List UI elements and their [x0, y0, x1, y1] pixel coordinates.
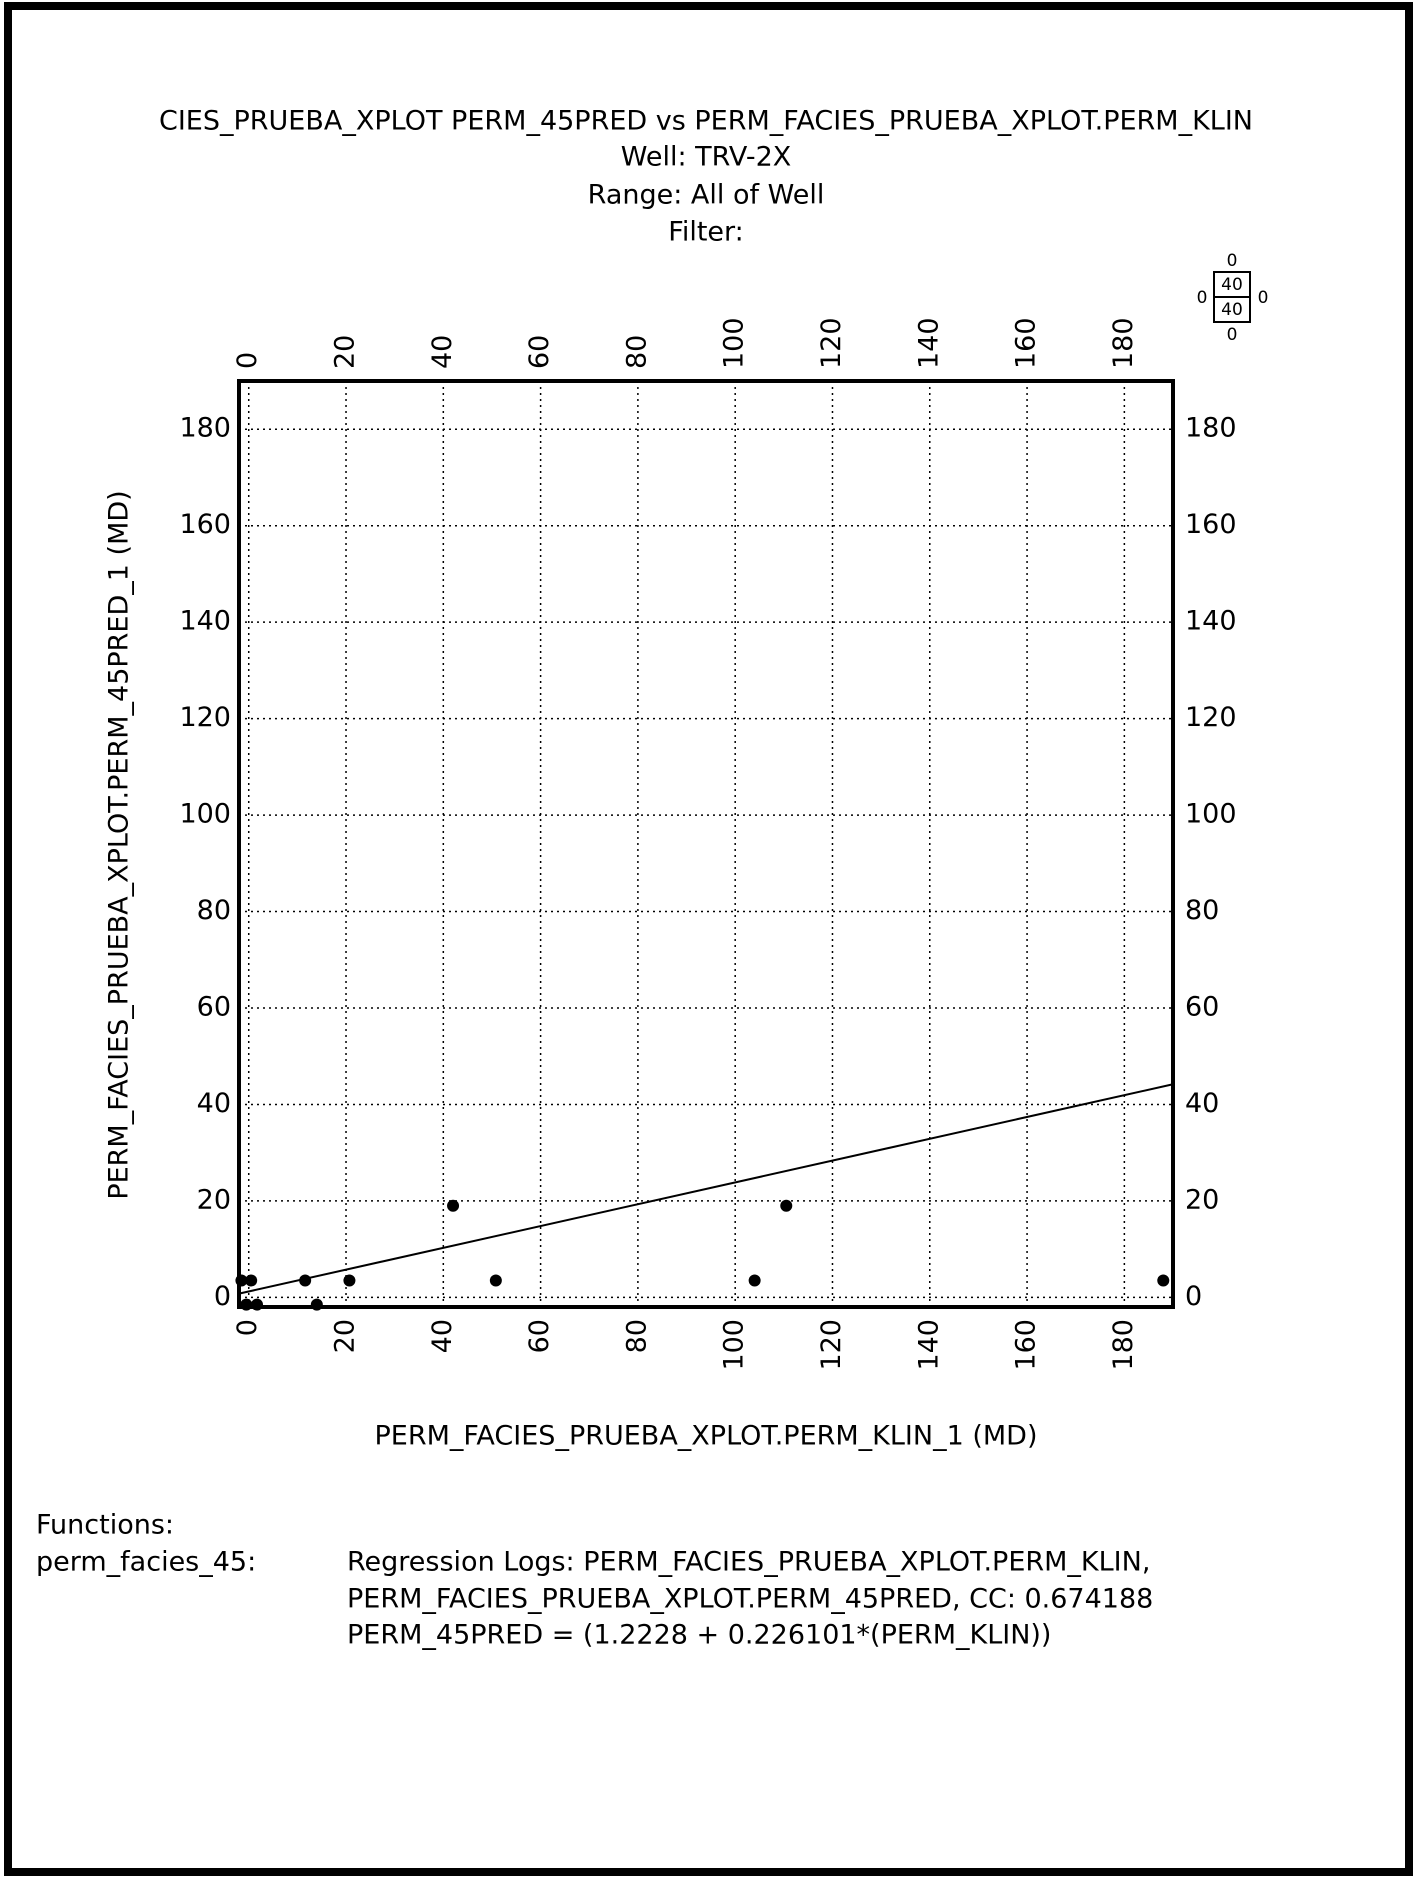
icon-label: 0	[1258, 288, 1269, 308]
function-line: Regression Logs: PERM_FACIES_PRUEBA_XPLO…	[347, 1547, 1150, 1578]
y2-tick-label: 20	[1185, 1184, 1219, 1215]
icon-label: 0	[1197, 288, 1208, 308]
function-line: PERM_45PRED = (1.2228 + 0.226101*(PERM_K…	[347, 1620, 1051, 1651]
y2-tick-label: 160	[1185, 509, 1237, 540]
x2-tick-label: 20	[330, 335, 361, 369]
x2-tick-label: 100	[719, 317, 750, 369]
y2-tick-label: 0	[1185, 1281, 1202, 1312]
y-tick-label: 40	[197, 1088, 231, 1119]
point	[1157, 1274, 1170, 1287]
point	[489, 1274, 502, 1287]
x2-tick-label: 140	[913, 317, 944, 369]
function-name: perm_facies_45:	[36, 1547, 256, 1578]
y2-tick-label: 60	[1185, 991, 1219, 1022]
y-tick-label: 160	[179, 509, 231, 540]
x-tick-label: 100	[719, 1319, 750, 1371]
x-tick-label: 180	[1108, 1319, 1139, 1371]
x2-tick-label: 160	[1011, 317, 1042, 369]
y-tick-label: 20	[197, 1184, 231, 1215]
y-tick-label: 100	[179, 799, 231, 830]
y2-tick-label: 180	[1185, 413, 1237, 444]
icon-label: 40	[1221, 275, 1243, 295]
x-tick-label: 0	[232, 1319, 263, 1336]
icon-label: 0	[1227, 325, 1238, 345]
point	[235, 1274, 248, 1287]
x2-tick-label: 120	[816, 317, 847, 369]
x2-tick-label: 40	[427, 335, 458, 369]
y-tick-label: 60	[197, 991, 231, 1022]
y2-tick-label: 120	[1185, 702, 1237, 733]
point	[310, 1298, 323, 1311]
x2-tick-label: 60	[524, 335, 555, 369]
point	[240, 1298, 253, 1311]
x2-tick-label: 180	[1108, 317, 1139, 369]
functions-heading: Functions:	[36, 1510, 174, 1541]
subtitle: Range: All of Well	[588, 180, 825, 211]
x2-tick-label: 0	[232, 352, 263, 369]
frame	[4, 2, 1413, 1876]
x-tick-label: 160	[1011, 1319, 1042, 1371]
point	[245, 1274, 258, 1287]
y-tick-label: 140	[179, 606, 231, 637]
y2-tick-label: 100	[1185, 799, 1237, 830]
y-tick-label: 0	[214, 1281, 231, 1312]
y2-tick-label: 80	[1185, 895, 1219, 926]
x-axis-label: PERM_FACIES_PRUEBA_XPLOT.PERM_KLIN_1 (MD…	[374, 1421, 1037, 1452]
point	[780, 1199, 793, 1212]
x-tick-label: 20	[330, 1319, 361, 1353]
y-tick-label: 180	[179, 413, 231, 444]
point	[250, 1298, 263, 1311]
x-tick-label: 60	[524, 1319, 555, 1353]
x-tick-label: 120	[816, 1319, 847, 1371]
y-tick-label: 80	[197, 895, 231, 926]
x-tick-label: 80	[621, 1319, 652, 1353]
icon-label: 40	[1221, 300, 1243, 320]
point	[343, 1274, 356, 1287]
point	[447, 1199, 460, 1212]
subtitle: Filter:	[668, 217, 744, 248]
y2-tick-label: 140	[1185, 606, 1237, 637]
x-tick-label: 140	[913, 1319, 944, 1371]
y-axis-label: PERM_FACIES_PRUEBA_XPLOT.PERM_45PRED_1 (…	[104, 490, 135, 1199]
x-tick-label: 40	[427, 1319, 458, 1353]
icon-label: 0	[1227, 251, 1238, 271]
plot-frame	[237, 379, 1175, 1309]
x2-tick-label: 80	[621, 335, 652, 369]
y-tick-label: 120	[179, 702, 231, 733]
subtitle: Well: TRV-2X	[621, 142, 792, 173]
chart-title: CIES_PRUEBA_XPLOT PERM_45PRED vs PERM_FA…	[159, 106, 1253, 137]
y2-tick-label: 40	[1185, 1088, 1219, 1119]
point	[748, 1274, 761, 1287]
scale-icon: 0 40 40 0 0 0	[1197, 251, 1269, 345]
regression-line	[238, 1083, 1174, 1295]
function-line: PERM_FACIES_PRUEBA_XPLOT.PERM_45PRED, CC…	[347, 1584, 1153, 1615]
